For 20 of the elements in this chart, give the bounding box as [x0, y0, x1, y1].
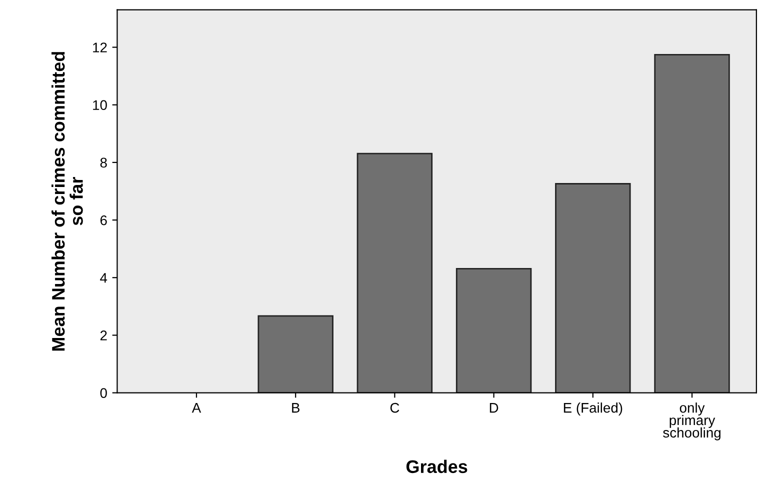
- x-tick-label: B: [292, 403, 300, 413]
- y-tick-label: 6: [100, 215, 107, 226]
- x-tick-label: E (Failed): [564, 402, 622, 416]
- y-tick-label: 0: [100, 388, 107, 398]
- x-tick-label: A: [192, 403, 202, 413]
- x-axis-title: Grades: [406, 460, 468, 474]
- x-tick-label: C: [390, 402, 400, 413]
- bar: [356, 152, 433, 393]
- y-tick-label: 4: [100, 273, 108, 283]
- bar: [654, 54, 730, 393]
- x-tick-label: D: [490, 403, 498, 413]
- y-tick-label: 12: [93, 42, 107, 52]
- x-tick-label: only primary schooling: [663, 402, 720, 440]
- bar: [456, 268, 532, 393]
- y-tick-label: 2: [100, 330, 107, 340]
- bar: [258, 315, 334, 393]
- y-tick-label: 10: [93, 100, 107, 110]
- y-axis-title: Mean Number of crimes committed so far: [52, 52, 83, 351]
- bar: [555, 183, 631, 393]
- y-tick-label: 8: [100, 158, 107, 168]
